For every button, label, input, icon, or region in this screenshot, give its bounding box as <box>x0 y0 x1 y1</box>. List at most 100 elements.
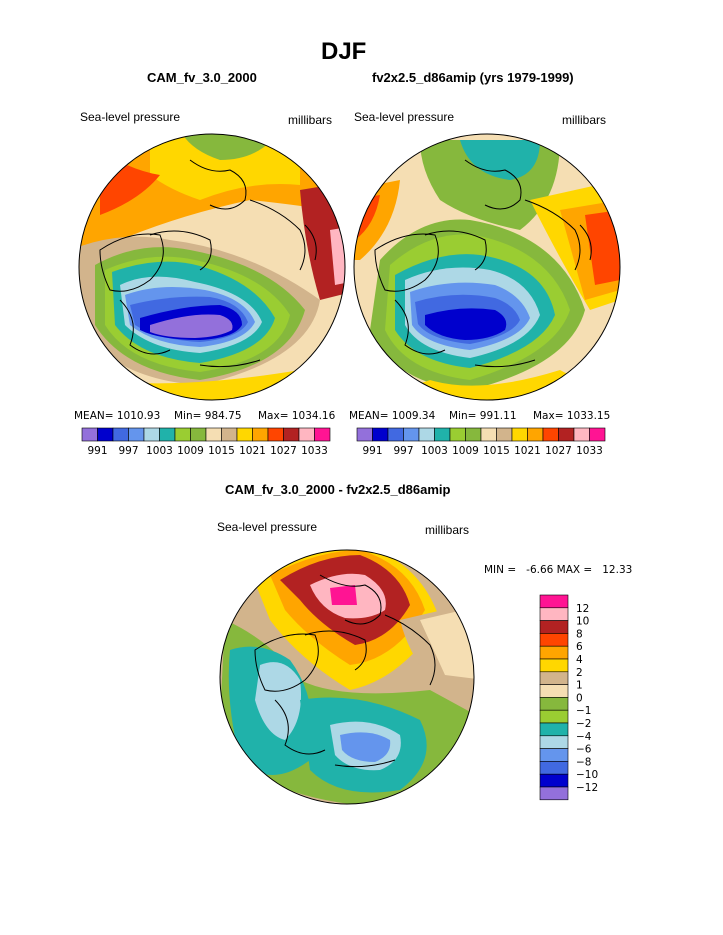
panel2-colorbar-tick-label: 1003 <box>421 445 448 457</box>
panel2-title: fv2x2.5_d86amip (yrs 1979-1999) <box>372 70 574 85</box>
panel2-colorbar: 991 997 1003 1009 1015 1021 1027 1033 <box>356 427 606 457</box>
panel2-colorbar-swatch-9 <box>496 427 513 442</box>
panel3-colorbar-swatch-15 <box>539 786 569 801</box>
panel3-colorbar-tick-label: −10 <box>576 769 598 781</box>
panel1-colorbar-swatch-11 <box>252 427 269 442</box>
panel1-colorbar-swatch-3 <box>128 427 145 442</box>
panel3-colorbar-tick-label: 4 <box>576 654 583 666</box>
panel2-colorbar-tick-label: 1009 <box>452 445 479 457</box>
panel3-colorbar-swatch-12 <box>539 748 569 762</box>
panel1-max: Max= 1034.16 <box>258 410 336 422</box>
panel1-colorbar-swatch-13 <box>283 427 300 442</box>
panel2-colorbar-swatch-3 <box>403 427 420 442</box>
panel2-units-label: millibars <box>562 113 607 127</box>
panel2-colorbar-tick-label: 991 <box>362 445 382 457</box>
panel1-title: CAM_fv_3.0_2000 <box>147 70 257 85</box>
panel1-colorbar-tick-label: 1015 <box>208 445 235 457</box>
panel1-colorbar-swatch-7 <box>190 427 207 442</box>
panel2-colorbar-tick-label: 1033 <box>576 445 603 457</box>
panel3-colorbar-swatch-7 <box>539 684 569 698</box>
panel2-colorbar-swatch-14 <box>573 427 590 442</box>
panel3-colorbar-swatch-14 <box>539 773 569 788</box>
panel3-colorbar-swatch-9 <box>539 709 569 724</box>
panel3-colorbar-tick-label: 2 <box>576 667 583 679</box>
panel1-colorbar-swatch-6 <box>174 427 191 442</box>
panel3-colorbar-tick-label: −12 <box>576 782 598 794</box>
panel2-polar-map <box>353 133 621 401</box>
panel1-colorbar-swatch-14 <box>298 427 315 442</box>
panel3-colorbar-swatch-11 <box>539 735 569 749</box>
panel3-colorbar-tick-label: 0 <box>576 692 583 704</box>
panel2-colorbar-tick-label: 1021 <box>514 445 541 457</box>
panel1-variable-label: Sea-level pressure <box>80 110 181 124</box>
panel3-colorbar-swatch-4 <box>539 645 569 660</box>
panel3-min-max: MIN = -6.66 MAX = 12.33 <box>484 564 633 576</box>
panel1-mean: MEAN= 1010.93 <box>74 410 161 422</box>
panel2-mean: MEAN= 1009.34 <box>349 410 436 422</box>
panel1-colorbar-tick-label: 1033 <box>301 445 328 457</box>
panel3-colorbar-tick-label: −2 <box>576 718 591 730</box>
panel2-colorbar-swatch-11 <box>527 427 544 442</box>
panel3-colorbar-swatch-3 <box>539 633 569 647</box>
panel3-colorbar-swatch-10 <box>539 722 569 737</box>
panel3-title: CAM_fv_3.0_2000 - fv2x2.5_d86amip <box>225 482 451 497</box>
panel3-colorbar-tick-label: −8 <box>576 756 591 768</box>
panel2-colorbar-swatch-12 <box>542 427 559 442</box>
panel3-units-label: millibars <box>425 523 470 537</box>
panel2-colorbar-tick-label: 1015 <box>483 445 510 457</box>
panel1-colorbar-swatch-4 <box>143 427 160 442</box>
panel1-colorbar-swatch-12 <box>267 427 284 442</box>
panel2-max: Max= 1033.15 <box>533 410 611 422</box>
panel3-polar-map <box>219 549 475 805</box>
panel2-colorbar-swatch-13 <box>558 427 575 442</box>
panel2-colorbar-swatch-4 <box>418 427 435 442</box>
panel2-colorbar-tick-label: 997 <box>393 445 413 457</box>
panel1-colorbar-swatch-0 <box>81 427 98 442</box>
panel2-colorbar-swatch-8 <box>480 427 497 442</box>
panel1-colorbar-swatch-5 <box>159 427 176 442</box>
panel3-colorbar-tick-label: −1 <box>576 705 591 717</box>
panel1-units-label: millibars <box>288 113 333 127</box>
panel1-colorbar-tick-label: 1021 <box>239 445 266 457</box>
panel3-colorbar-tick-label: 12 <box>576 603 589 615</box>
panel2-colorbar-swatch-10 <box>511 427 528 442</box>
panel1-polar-map <box>78 133 346 401</box>
panel1-colorbar-swatch-15 <box>314 427 331 442</box>
panel1-colorbar-swatch-1 <box>97 427 114 442</box>
panel1-colorbar-tick-label: 1009 <box>177 445 204 457</box>
panel1-colorbar-tick-label: 1003 <box>146 445 173 457</box>
panel3-colorbar-swatch-2 <box>539 620 569 634</box>
panel1-colorbar-swatch-8 <box>205 427 222 442</box>
panel2-colorbar-tick-label: 1027 <box>545 445 572 457</box>
panel2-colorbar-swatch-1 <box>372 427 389 442</box>
panel2-variable-label: Sea-level pressure <box>354 110 455 124</box>
panel3-colorbar-tick-label: 8 <box>576 628 583 640</box>
panel2-colorbar-swatch-7 <box>465 427 482 442</box>
panel1-colorbar-tick-label: 1027 <box>270 445 297 457</box>
panel3-colorbar-tick-label: 10 <box>576 616 589 628</box>
panel3-colorbar-tick-label: 1 <box>576 680 583 692</box>
panel3-colorbar-swatch-8 <box>539 697 569 711</box>
panel1-colorbar-swatch-10 <box>236 427 253 442</box>
panel3-colorbar-tick-label: −4 <box>576 731 592 743</box>
panel2-colorbar-swatch-6 <box>449 427 466 442</box>
panel3-colorbar-swatch-6 <box>539 671 569 685</box>
panel2-colorbar-swatch-5 <box>434 427 451 442</box>
panel1-colorbar: 991 997 1003 1009 1015 1021 1027 1033 <box>81 427 331 457</box>
panel1-colorbar-tick-label: 997 <box>118 445 138 457</box>
panel3-colorbar-tick-label: −6 <box>576 744 592 756</box>
page-title: DJF <box>321 38 367 65</box>
panel3-colorbar-swatch-0 <box>539 594 569 609</box>
panel3-colorbar-swatch-1 <box>539 607 569 621</box>
panel2-colorbar-swatch-2 <box>387 427 404 442</box>
panel1-colorbar-swatch-2 <box>112 427 129 442</box>
panel1-min: Min= 984.75 <box>174 410 242 422</box>
panel2-min: Min= 991.11 <box>449 410 517 422</box>
panel3-colorbar-swatch-5 <box>539 658 569 673</box>
panel1-colorbar-tick-label: 991 <box>87 445 107 457</box>
panel2-colorbar-swatch-0 <box>356 427 373 442</box>
panel1-colorbar-swatch-9 <box>221 427 238 442</box>
panel3-colorbar-swatch-13 <box>539 761 569 775</box>
